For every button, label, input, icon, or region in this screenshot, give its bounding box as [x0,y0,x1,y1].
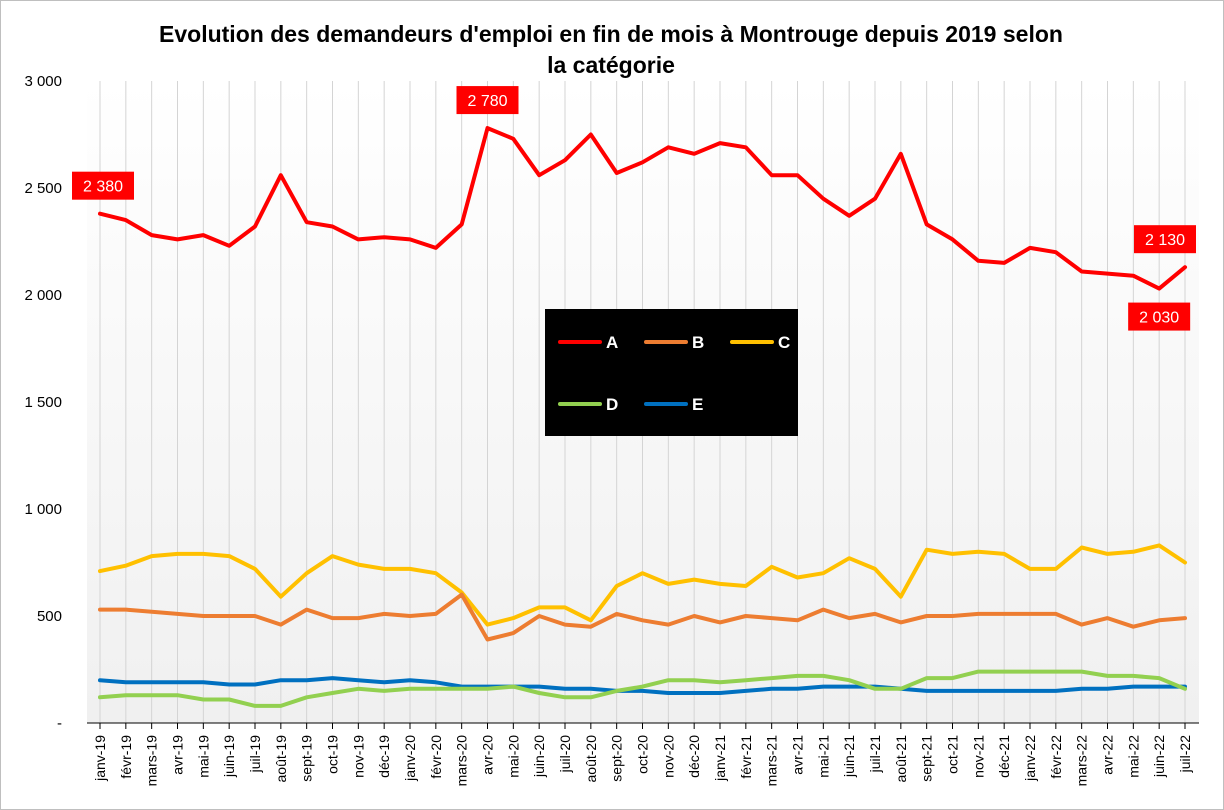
y-tick-label: 3 000 [24,73,62,90]
x-axis: janv-19 févr-19 mars-19 avr-19 mai-19 juin-19… [87,722,1199,787]
series-line-A [98,126,1187,291]
x-tick-label: août-19 [273,735,289,783]
x-tick-label: juin-19 [221,735,237,778]
x-tick-label: juil-19 [247,735,263,774]
x-tick-label: juil-20 [557,735,573,774]
x-tick-label: nov-19 [350,735,366,778]
x-tick-label: janv-21 [712,735,728,782]
x-tick-label: janv-22 [1022,735,1038,782]
x-tick-label: juil-22 [1177,735,1193,774]
series-line-C [98,543,1187,627]
x-tick-label: mai-22 [1125,735,1141,778]
data-label: 2 030 [1139,310,1179,327]
x-tick-label: janv-20 [402,735,418,782]
x-tick-label: mars-21 [764,735,780,787]
legend-label-C: C [778,333,790,352]
series-line-E [98,676,1187,695]
y-axis: - 500 1 000 1 500 2 000 2 500 3 000 [24,73,62,732]
x-tick-label: oct-20 [635,735,651,774]
data-label-box [1128,302,1191,331]
x-tick-label: déc-19 [376,735,392,778]
legend-box [545,309,798,436]
x-tick-label: juin-20 [531,735,547,778]
x-tick-label: févr-20 [428,735,444,779]
x-tick-label: mars-19 [144,735,160,787]
data-label-box [72,171,134,200]
data-labels: 2 380 2 780 2 030 2 130 [72,86,1196,331]
x-tick-label: août-20 [583,735,599,783]
y-tick-label: 500 [37,608,62,625]
chart-title: Evolution des demandeurs d'emploi en fin… [159,21,1063,78]
y-tick-label: - [57,715,62,732]
data-label-box [1134,225,1196,254]
legend-label-B: B [692,333,704,352]
x-tick-label: déc-20 [686,735,702,778]
x-tick-label: avr-19 [170,735,186,775]
x-tick-label: août-21 [893,735,909,783]
x-tick-label: oct-21 [945,735,961,774]
x-tick-label: janv-19 [92,735,108,782]
x-tick-label: avr-20 [480,735,496,775]
x-tick-label: juil-21 [867,735,883,774]
x-tick-label: juin-21 [841,735,857,778]
x-tick-label: avr-21 [790,735,806,775]
x-tick-label: févr-19 [118,735,134,779]
y-tick-label: 1 500 [24,394,62,411]
legend-label-A: A [606,333,618,352]
x-tick-label: mars-22 [1074,735,1090,787]
y-tick-label: 2 500 [24,180,62,197]
x-tick-label: févr-22 [1048,735,1064,779]
x-tick-label: févr-21 [738,735,754,779]
x-tick-label: mai-20 [505,735,521,778]
data-label: 2 130 [1145,232,1185,249]
x-tick-label: sept-20 [609,735,625,782]
y-tick-label: 2 000 [24,287,62,304]
x-tick-label: déc-21 [996,735,1012,778]
x-tick-label: oct-19 [325,735,341,774]
x-tick-label: sept-21 [919,735,935,782]
x-tick-label: nov-21 [970,735,986,778]
x-tick-label: mars-20 [454,735,470,787]
data-label: 2 780 [467,93,507,110]
legend-label-D: D [606,395,618,414]
x-tick-label: avr-22 [1100,735,1116,775]
series-line-D [98,669,1187,708]
series-line-B [98,592,1187,642]
legend: A B C D E [545,309,798,436]
x-tick-label: sept-19 [299,735,315,782]
data-label: 2 380 [83,179,123,196]
y-tick-label: 1 000 [24,501,62,518]
x-tick-label: nov-20 [660,735,676,778]
x-tick-label: mai-19 [195,735,211,778]
legend-label-E: E [692,395,703,414]
data-label-box [456,86,519,115]
x-tick-label: juin-22 [1151,735,1167,778]
x-tick-label: mai-21 [815,735,831,778]
series-lines [98,126,1187,708]
